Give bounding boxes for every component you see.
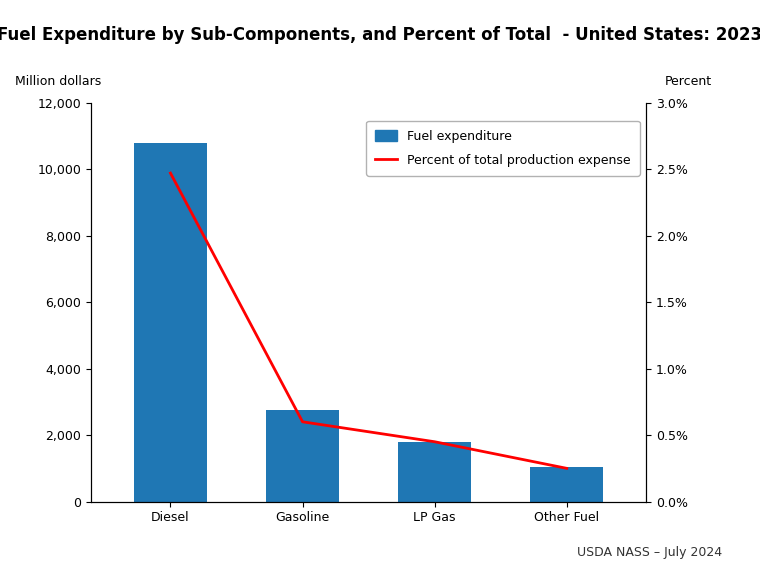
Bar — [134, 142, 207, 502]
Text: Percent: Percent — [665, 75, 712, 88]
Bar — [266, 410, 339, 502]
Bar — [398, 442, 471, 502]
Text: Fuel Expenditure by Sub-Components, and Percent of Total  - United States: 2023: Fuel Expenditure by Sub-Components, and … — [0, 26, 760, 44]
Bar — [530, 467, 603, 502]
Text: Million dollars: Million dollars — [15, 75, 101, 88]
Legend: Fuel expenditure, Percent of total production expense: Fuel expenditure, Percent of total produ… — [366, 121, 640, 176]
Text: USDA NASS – July 2024: USDA NASS – July 2024 — [577, 545, 722, 559]
